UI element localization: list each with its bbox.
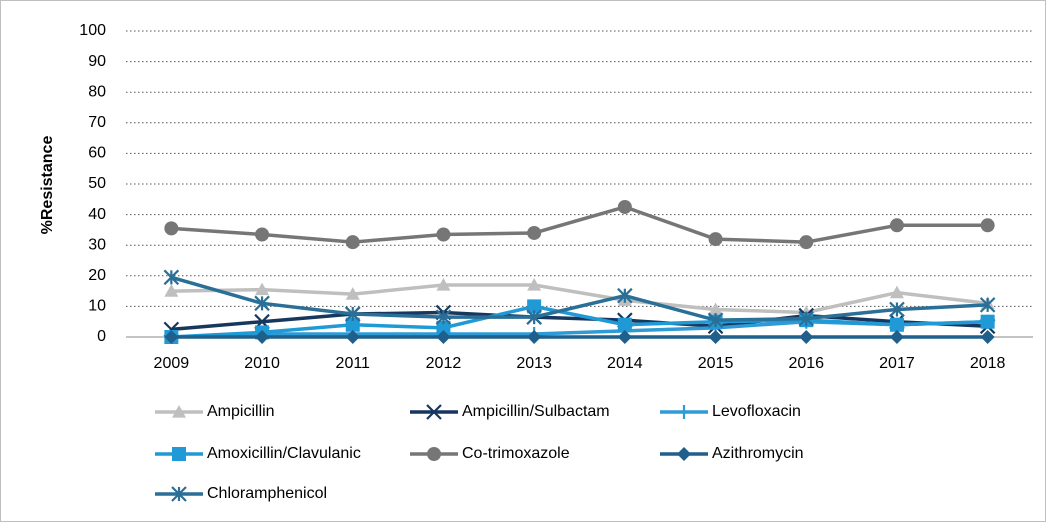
marker: [677, 405, 691, 419]
x-tick-label: 2015: [698, 355, 734, 372]
x-tick-label: 2012: [426, 355, 462, 372]
marker: [799, 235, 814, 250]
legend-label: Ampicillin: [207, 403, 275, 420]
marker: [889, 218, 904, 233]
marker: [164, 284, 179, 297]
marker: [889, 317, 904, 332]
marker: [345, 235, 360, 250]
series-line: [171, 205, 988, 244]
marker: [527, 330, 542, 344]
marker: [171, 486, 187, 502]
marker: [255, 330, 270, 344]
marker: [677, 447, 691, 461]
marker: [254, 295, 270, 312]
marker: [344, 306, 361, 322]
marker: [436, 320, 451, 335]
marker: [527, 225, 542, 240]
y-tick-label: 40: [88, 206, 106, 223]
x-tick-label: 2017: [879, 355, 915, 372]
series-line: [171, 310, 988, 332]
marker: [426, 404, 442, 420]
marker: [979, 297, 996, 313]
y-axis-label: %Resistance: [39, 136, 56, 235]
marker: [164, 221, 179, 236]
marker: [345, 317, 360, 332]
legend-label: Levofloxacin: [712, 403, 801, 420]
marker: [799, 330, 814, 344]
x-tick-label: 2011: [336, 355, 371, 372]
x-tick-label: 2013: [516, 355, 552, 372]
series-line: [171, 304, 988, 339]
legend-label: Azithromycin: [712, 445, 804, 462]
marker: [889, 285, 904, 299]
marker: [164, 330, 179, 344]
y-tick-label: 100: [79, 22, 106, 39]
marker: [889, 301, 905, 318]
marker: [172, 447, 186, 461]
x-tick-label: 2010: [244, 355, 280, 372]
y-tick-label: 50: [88, 175, 106, 192]
y-tick-label: 70: [88, 114, 106, 131]
marker: [436, 227, 451, 242]
marker: [708, 302, 723, 316]
y-tick-label: 30: [88, 236, 106, 253]
marker: [708, 232, 723, 247]
legend-label: Co-trimoxazole: [462, 445, 570, 462]
x-tick-label: 2016: [788, 355, 824, 372]
marker: [527, 277, 542, 291]
x-tick-label: 2018: [970, 355, 1006, 372]
marker: [435, 309, 452, 325]
marker: [798, 310, 815, 327]
marker: [980, 330, 995, 344]
marker: [345, 287, 360, 300]
y-tick-label: 60: [88, 145, 106, 162]
marker: [980, 218, 995, 233]
marker: [617, 199, 632, 214]
marker: [255, 282, 270, 296]
marker: [980, 314, 995, 329]
marker: [707, 312, 724, 328]
y-tick-label: 80: [88, 83, 106, 100]
marker: [172, 405, 186, 418]
marker: [255, 227, 270, 242]
marker: [527, 299, 542, 314]
marker: [427, 447, 441, 461]
series-line: [170, 275, 988, 322]
marker: [345, 330, 360, 344]
marker: [526, 309, 542, 325]
marker: [163, 269, 180, 286]
legend-label: Amoxicillin/Clavulanic: [207, 445, 361, 462]
x-tick-label: 2014: [607, 355, 643, 372]
marker: [617, 317, 632, 332]
y-tick-label: 0: [97, 328, 106, 345]
legend-label: Ampicillin/Sulbactam: [462, 403, 610, 420]
y-tick-label: 10: [88, 298, 106, 315]
y-tick-label: 20: [88, 267, 106, 284]
marker: [617, 330, 632, 344]
x-tick-label: 2009: [154, 355, 190, 372]
y-tick-label: 90: [88, 53, 106, 70]
marker: [708, 330, 723, 344]
marker: [617, 287, 633, 304]
marker: [889, 330, 904, 344]
marker: [436, 330, 451, 344]
legend-label: Chloramphenicol: [207, 485, 327, 502]
series-line: [171, 283, 988, 315]
marker: [436, 277, 451, 291]
